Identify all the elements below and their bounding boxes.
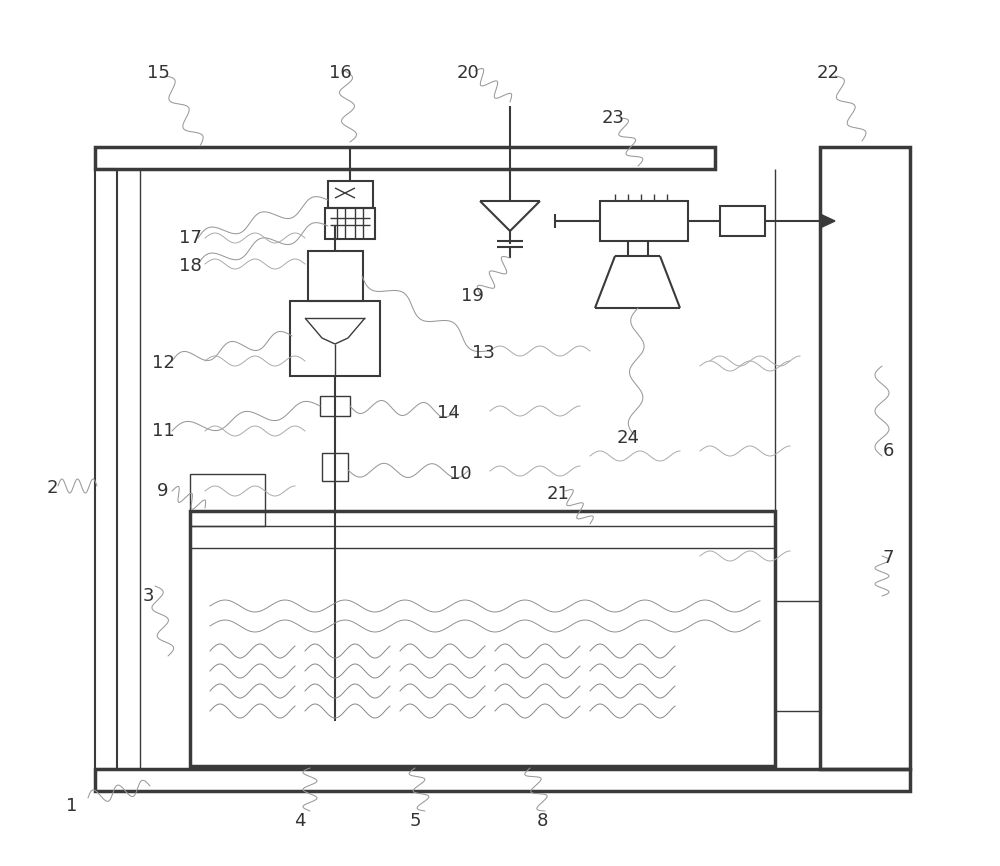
Text: 4: 4 bbox=[294, 812, 306, 830]
Text: 18: 18 bbox=[179, 257, 201, 275]
Text: 20: 20 bbox=[457, 64, 479, 82]
Bar bbox=[328, 181, 373, 208]
Text: 11: 11 bbox=[152, 422, 174, 440]
Text: 10: 10 bbox=[449, 465, 471, 483]
Text: 14: 14 bbox=[437, 404, 459, 422]
Text: 17: 17 bbox=[179, 229, 201, 247]
Text: 22: 22 bbox=[816, 64, 840, 82]
Bar bbox=[190, 511, 775, 766]
Bar bbox=[720, 206, 765, 236]
Bar bbox=[775, 601, 820, 711]
Bar bbox=[190, 474, 265, 526]
Text: 2: 2 bbox=[46, 479, 58, 497]
Bar bbox=[320, 396, 350, 416]
Text: 8: 8 bbox=[536, 812, 548, 830]
Text: 1: 1 bbox=[66, 797, 78, 815]
Bar bbox=[95, 769, 910, 791]
Bar bbox=[600, 201, 688, 241]
Text: 7: 7 bbox=[882, 549, 894, 567]
Text: 13: 13 bbox=[472, 344, 494, 362]
Bar bbox=[95, 147, 715, 169]
Text: 3: 3 bbox=[142, 587, 154, 605]
Bar bbox=[325, 208, 375, 239]
Bar bbox=[820, 147, 910, 769]
Text: 12: 12 bbox=[152, 354, 174, 372]
Text: 21: 21 bbox=[547, 485, 569, 503]
Bar bbox=[308, 251, 363, 301]
Text: 19: 19 bbox=[461, 287, 483, 305]
Text: 24: 24 bbox=[616, 429, 640, 447]
Text: 6: 6 bbox=[882, 442, 894, 460]
Text: 5: 5 bbox=[409, 812, 421, 830]
Polygon shape bbox=[820, 214, 835, 228]
Text: 15: 15 bbox=[147, 64, 169, 82]
Bar bbox=[290, 301, 380, 376]
Bar bbox=[95, 169, 117, 769]
Text: 9: 9 bbox=[157, 482, 169, 500]
Bar bbox=[322, 453, 348, 481]
Text: 23: 23 bbox=[602, 109, 624, 127]
Text: 16: 16 bbox=[329, 64, 351, 82]
